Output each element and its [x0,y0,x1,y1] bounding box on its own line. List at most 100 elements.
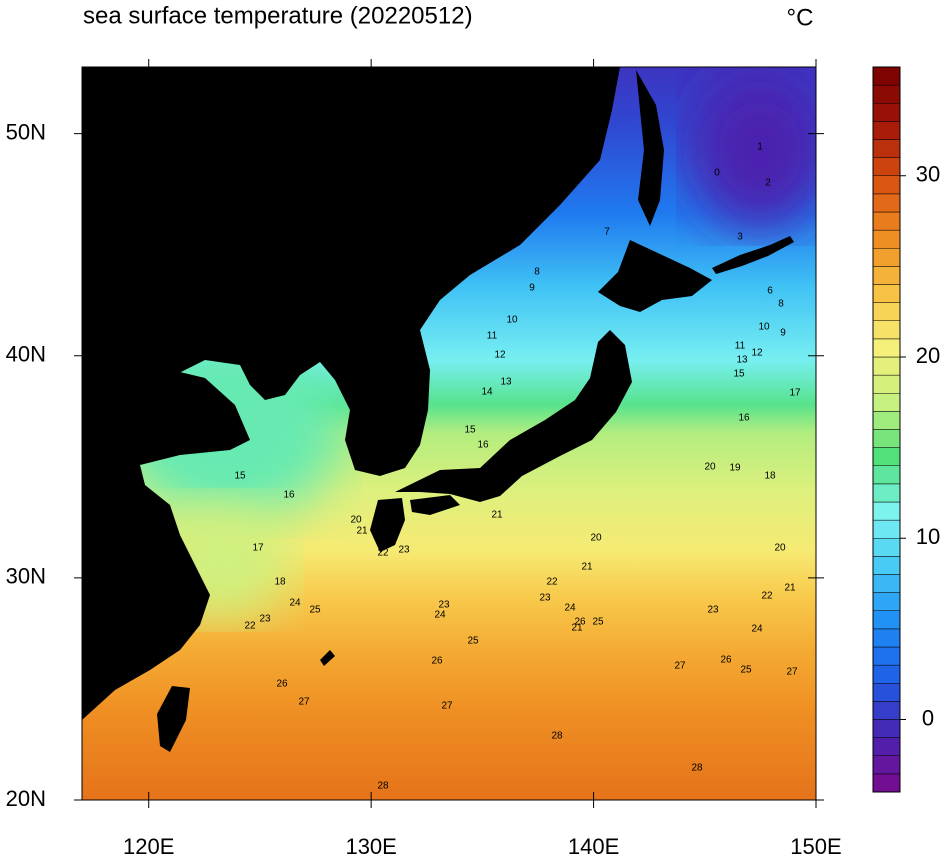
colorbar-segment [872,664,901,684]
contour-label: 25 [467,636,479,647]
y-tick-label: 20N [6,786,46,811]
contour-label: 15 [234,471,246,482]
continent [82,67,620,720]
colorbar-segment [872,193,901,213]
colorbar-segment [872,103,901,122]
colorbar-segment [872,84,901,104]
y-tick-label: 30N [6,564,46,589]
contour-label: 10 [506,315,518,326]
x-tick-label: 150E [790,834,841,858]
contour-label: 0 [714,168,720,179]
contour-label: 17 [789,388,801,399]
colorbar-segment [872,737,901,756]
colorbar-segment [872,211,901,231]
colorbar-segment [872,121,901,140]
contour-label: 24 [434,610,446,621]
contour-label: 13 [500,377,512,388]
colorbar-segment [872,229,901,249]
contour-label: 16 [477,440,489,451]
contour-label: 23 [438,600,450,611]
contour-label: 12 [751,348,763,359]
contour-labels: 0123789101112131415166810911121315171620… [234,142,801,792]
colorbar-segment [872,646,901,666]
contour-label: 10 [758,322,770,333]
contour-label: 9 [529,283,535,294]
contour-label: 28 [691,763,703,774]
contour-label: 16 [738,413,750,424]
contour-label: 16 [283,490,295,501]
colorbar-segment [872,356,901,376]
contour-label: 15 [464,425,476,436]
kyushu [370,498,405,552]
contour-label: 27 [298,697,310,708]
contour-label: 12 [494,350,506,361]
colorbar-segment [872,338,901,358]
contour-label: 25 [740,665,752,676]
contour-label: 22 [377,548,389,559]
okinawa [320,650,335,666]
colorbar-segment [872,610,901,630]
colorbar-segment [872,284,901,303]
colorbar-segment [872,538,901,557]
colorbar-tick-label: 0 [922,705,934,730]
contour-label: 24 [289,598,301,609]
colorbar-segment [872,374,901,394]
unit-label: °C [787,4,814,31]
contour-label: 23 [259,614,271,625]
colorbar-segment [872,719,901,738]
sakhalin [636,70,664,226]
contour-label: 19 [729,463,741,474]
x-tick-label: 140E [568,834,619,858]
colorbar-tick-label: 10 [916,524,940,549]
contour-label: 26 [720,655,732,666]
contour-label: 15 [733,369,745,380]
contour-label: 9 [780,328,786,339]
colorbar-segment [872,483,901,503]
kurils [712,236,794,274]
contour-label: 20 [590,533,602,544]
contour-label: 11 [487,331,498,342]
colorbar-segment [872,592,901,611]
contour-label: 6 [767,286,773,297]
contour-label: 27 [441,701,453,712]
taiwan [157,686,190,752]
contour-label: 27 [786,667,798,678]
colorbar-segment [872,447,901,466]
colorbar-segment [872,683,901,702]
title: sea surface temperature (20220512) [83,2,473,29]
contour-label: 20 [704,462,716,473]
contour-label: 20 [774,543,786,554]
colorbar-segment [872,773,901,793]
contour-label: 2 [765,178,771,189]
honshu [395,330,632,502]
contour-label: 7 [604,227,610,238]
map-area: 0123789101112131415166810911121315171620… [82,67,816,800]
colorbar-segment [872,755,901,775]
contour-label: 11 [735,341,746,352]
contour-label: 22 [761,591,773,602]
contour-label: 23 [539,593,551,604]
contour-label: 21 [491,510,503,521]
colorbar-segment [872,701,901,720]
colorbar-segment [872,175,901,195]
colorbar-frame [872,66,901,793]
contour-label: 3 [737,232,743,243]
colorbar-segment [872,519,901,539]
contour-label: 26 [431,656,443,667]
colorbar-segment [872,157,901,176]
colorbar-segment [872,411,901,430]
contour-label: 21 [784,583,796,594]
colorbar-segment [872,628,901,648]
contour-label: 21 [571,623,583,634]
colorbar-segment [872,501,901,521]
axes: 120E 130E 140E 150E 20N 30N 40N 50N [6,59,842,858]
colorbar-segment [872,574,901,593]
contour-label: 22 [546,577,558,588]
contour-label: 1 [757,142,763,153]
contour-label: 25 [309,605,321,616]
colorbar-segment [872,465,901,485]
contour-label: 8 [534,267,540,278]
colorbar-segment [872,139,901,158]
contour-label: 27 [674,661,686,672]
